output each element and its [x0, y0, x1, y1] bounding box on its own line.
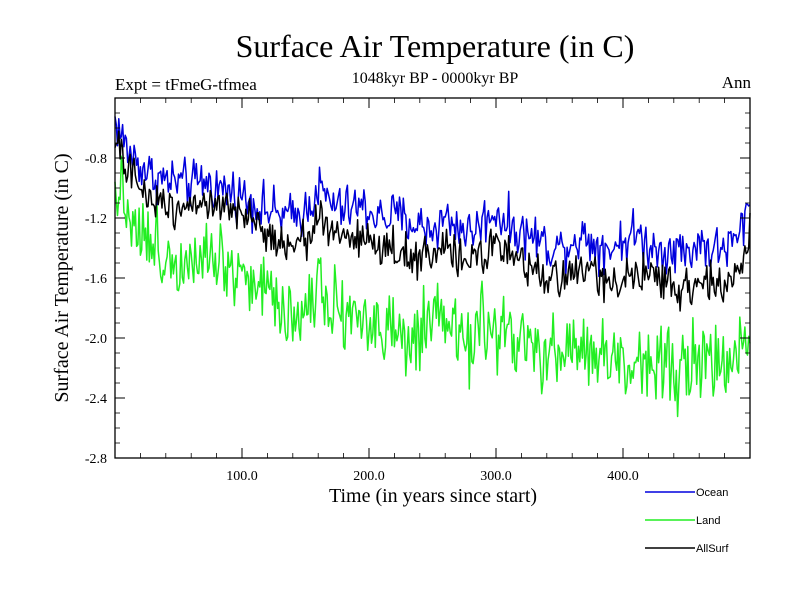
legend-label-ocean: Ocean [696, 487, 728, 499]
series-line-allsurf [114, 130, 751, 312]
chart-subtitle: 1048kyr BP - 0000kyr BP [351, 70, 519, 87]
legend: Ocean Land AllSurf [645, 487, 729, 555]
x-tick-label: 400.0 [607, 469, 639, 484]
season-label: Ann [721, 73, 751, 92]
experiment-label: Expt = tFmeG-tfmea [115, 75, 257, 94]
y-axis-label: Surface Air Temperature (in C) [51, 153, 73, 402]
y-tick-label: -1.6 [85, 272, 107, 287]
x-axis-label: Time (in years since start) [329, 485, 537, 507]
y-tick-label: -2.0 [85, 332, 107, 347]
legend-label-land: Land [696, 515, 720, 527]
y-tick-label: -2.4 [85, 392, 107, 407]
legend-label-allsurf: AllSurf [696, 543, 729, 555]
series-line-land [114, 155, 751, 418]
series-line-ocean [114, 116, 751, 278]
x-tick-label: 300.0 [480, 469, 512, 484]
x-tick-label: 200.0 [353, 469, 385, 484]
chart-title: Surface Air Temperature (in C) [235, 28, 635, 64]
x-tick-label: 100.0 [226, 469, 258, 484]
y-tick-label: -1.2 [85, 212, 107, 227]
y-tick-label: -0.8 [85, 152, 107, 167]
y-tick-label: -2.8 [85, 452, 107, 467]
